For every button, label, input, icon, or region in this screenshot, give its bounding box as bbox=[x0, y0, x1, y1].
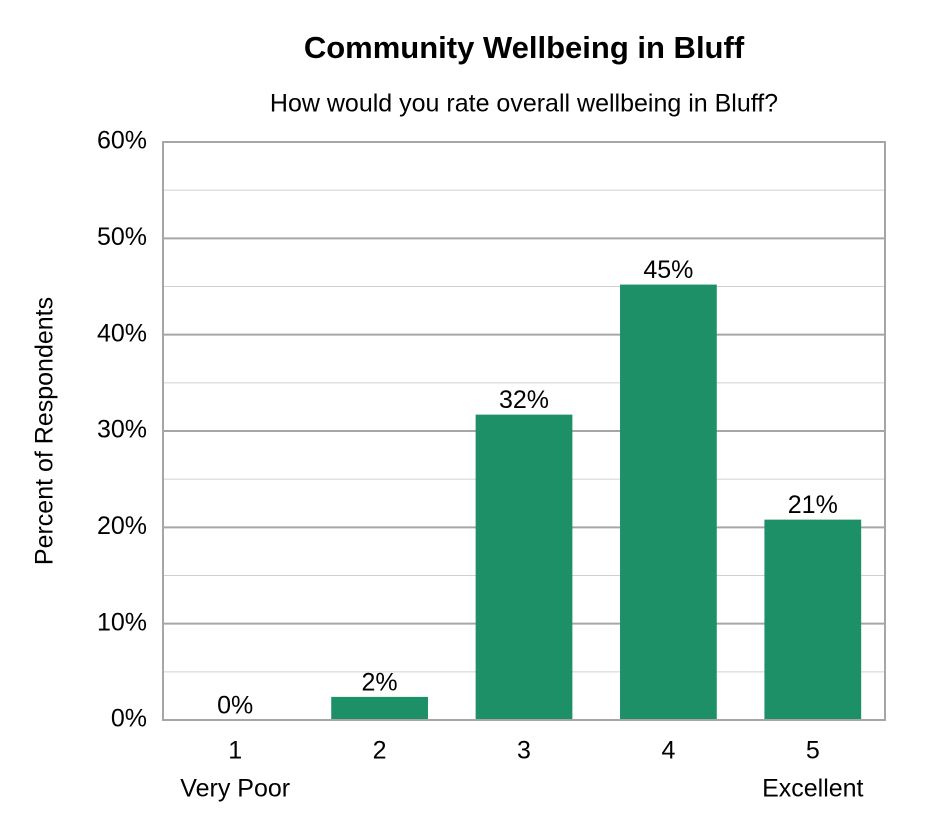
x-tick-label: 2 bbox=[373, 737, 387, 765]
chart-title: Community Wellbeing in Bluff bbox=[304, 30, 745, 65]
x-tick-label: Very Poor bbox=[180, 775, 290, 803]
x-tick-label: 3 bbox=[517, 737, 531, 765]
bar bbox=[764, 519, 862, 720]
bar bbox=[620, 284, 717, 720]
x-tick-label: 1 bbox=[228, 737, 242, 765]
plot-frame bbox=[162, 141, 886, 721]
value-label: 45% bbox=[643, 256, 693, 284]
x-tick-label: Excellent bbox=[762, 775, 863, 803]
value-label: 2% bbox=[362, 668, 398, 696]
y-tick-label: 0% bbox=[111, 705, 147, 733]
y-tick-label: 50% bbox=[97, 223, 147, 251]
y-tick-label: 10% bbox=[97, 608, 147, 636]
value-label: 21% bbox=[788, 491, 838, 519]
x-tick-label: 5 bbox=[806, 737, 820, 765]
y-axis-label: Percent of Respondents bbox=[31, 297, 59, 565]
value-label: 0% bbox=[217, 692, 253, 720]
y-tick-label: 40% bbox=[97, 319, 147, 347]
bar bbox=[331, 696, 428, 720]
value-label: 32% bbox=[499, 386, 549, 414]
y-tick-label: 30% bbox=[97, 416, 147, 444]
chart-subtitle: How would you rate overall wellbeing in … bbox=[270, 90, 778, 118]
x-tick-label: 4 bbox=[661, 737, 675, 765]
bar bbox=[475, 414, 573, 720]
y-tick-label: 60% bbox=[97, 127, 147, 155]
y-tick-label: 20% bbox=[97, 512, 147, 540]
